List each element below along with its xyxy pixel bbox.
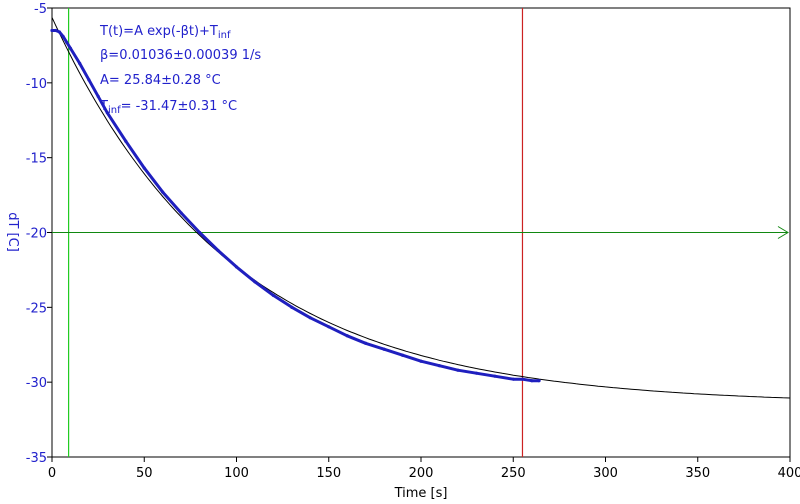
x-tick-label: 250 — [501, 466, 526, 481]
y-axis: -5 -10 -15 -20 -25 -30 -35 — [26, 2, 52, 466]
x-tick-label: 300 — [593, 466, 618, 481]
data-point — [161, 190, 165, 194]
data-point — [327, 325, 331, 329]
x-tick-label: 350 — [685, 466, 710, 481]
y-tick-label: -20 — [26, 227, 47, 242]
x-axis-label: Time [s] — [394, 486, 448, 501]
data-point — [253, 280, 257, 284]
data-point — [419, 359, 423, 363]
x-tick-label: 200 — [409, 466, 434, 481]
y-tick-label: -5 — [34, 2, 47, 17]
data-point — [105, 111, 109, 115]
data-point — [96, 94, 100, 98]
data-point — [537, 379, 541, 383]
data-point — [456, 368, 460, 372]
data-series — [50, 28, 541, 383]
data-point — [68, 46, 73, 51]
data-point — [216, 248, 220, 253]
data-point — [290, 305, 294, 309]
annotation-beta: β=0.01036±0.00039 1/s — [100, 48, 261, 63]
fit-curve — [51, 17, 791, 399]
horizontal-arrow-head — [777, 226, 789, 239]
data-point — [57, 30, 61, 34]
data-point — [400, 353, 405, 357]
annotation-amplitude: A= 25.84±0.28 °C — [100, 73, 221, 88]
data-point — [87, 78, 91, 82]
data-point — [530, 379, 534, 383]
data-point — [382, 347, 386, 351]
data-point — [520, 377, 525, 381]
data-point — [308, 316, 312, 320]
data-point — [65, 40, 69, 45]
fit-line — [51, 17, 791, 399]
x-tick-label: 400 — [778, 466, 800, 481]
data-point — [50, 28, 54, 33]
data-point — [78, 61, 82, 65]
data-point — [271, 293, 275, 297]
x-tick-label: 100 — [224, 466, 249, 481]
annotation-model: T(t)=A exp(-βt)+Tinf — [99, 24, 231, 41]
data-point — [142, 166, 146, 170]
data-point — [198, 230, 202, 235]
reference-lines — [52, 8, 789, 457]
data-point — [437, 364, 442, 368]
data-point — [493, 374, 497, 378]
data-point — [364, 341, 368, 345]
data-point — [511, 377, 515, 381]
x-tick-label: 150 — [316, 466, 341, 481]
annotation-tinf: Tinf= -31.47±0.31 °C — [99, 99, 237, 116]
data-point — [474, 371, 478, 375]
y-axis-label: dT [C] — [5, 212, 20, 252]
y-tick-label: -15 — [26, 152, 47, 167]
y-tick-label: -30 — [26, 376, 47, 391]
data-point — [234, 265, 239, 269]
fit-annotation: T(t)=A exp(-βt)+Tinf β=0.01036±0.00039 1… — [99, 24, 261, 116]
data-point — [124, 139, 128, 143]
y-tick-label: -25 — [26, 301, 47, 316]
data-point — [179, 211, 183, 215]
x-tick-label: 50 — [136, 466, 153, 481]
data-point — [54, 28, 58, 33]
x-tick-label: 0 — [48, 466, 56, 481]
y-tick-label: -10 — [26, 77, 47, 92]
data-point — [345, 334, 349, 338]
data-point — [61, 34, 65, 39]
x-axis: 0 50 100 150 200 250 300 350 400 — [48, 457, 800, 481]
y-tick-label: -35 — [26, 451, 47, 466]
